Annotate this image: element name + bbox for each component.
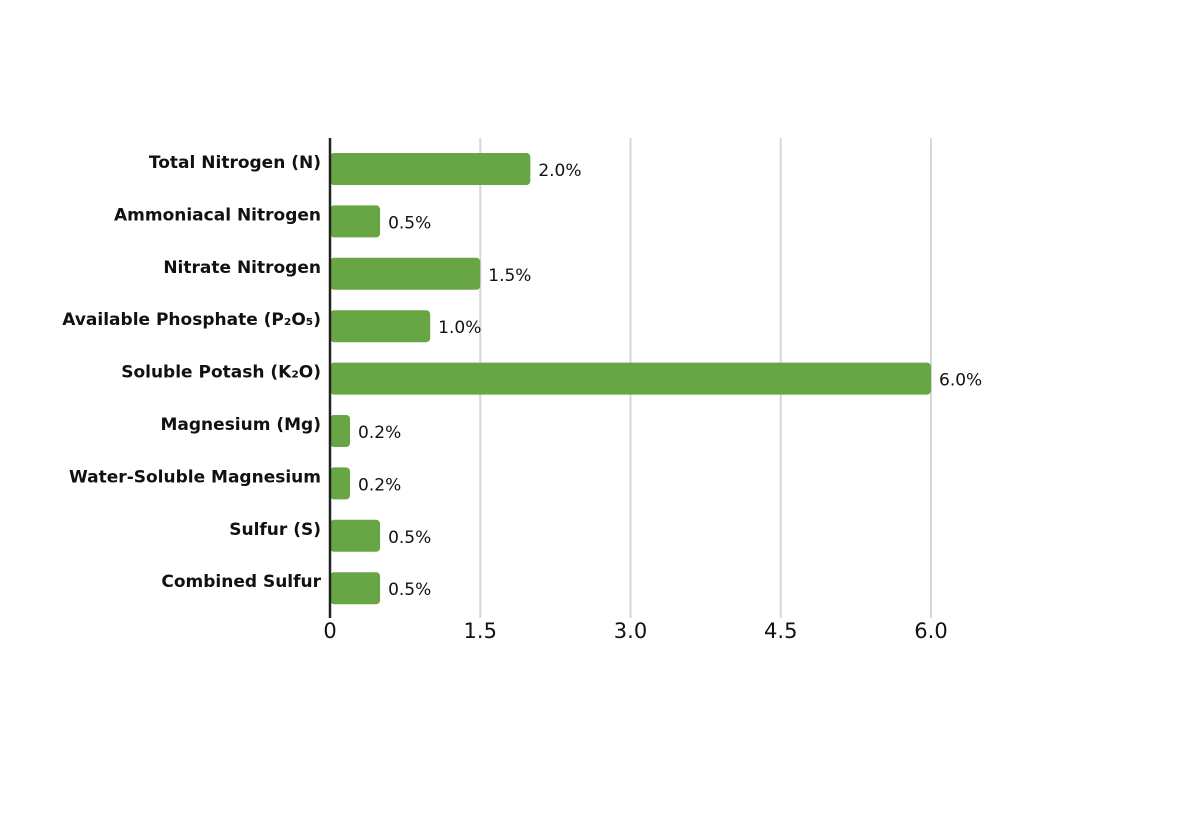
y-tick-label: Water-Soluble Magnesium xyxy=(69,467,321,487)
y-tick-label: Soluble Potash (K₂O) xyxy=(121,363,321,383)
data-label: 0.5% xyxy=(388,213,431,233)
bar xyxy=(330,205,381,238)
bar xyxy=(330,467,351,500)
x-tick-label: 0 xyxy=(323,619,336,643)
y-tick-label: Sulfur (S) xyxy=(229,520,321,540)
y-tick-label: Combined Sulfur xyxy=(161,572,321,592)
bar xyxy=(330,415,351,447)
x-tick-label: 1.5 xyxy=(464,619,497,643)
bar xyxy=(330,572,381,605)
data-label: 2.0% xyxy=(538,161,581,181)
y-tick-label: Nitrate Nitrogen xyxy=(163,258,321,278)
y-tick-label: Ammoniacal Nitrogen xyxy=(114,205,321,225)
data-label: 0.2% xyxy=(358,423,401,443)
data-label: 0.2% xyxy=(358,475,401,495)
data-label: 6.0% xyxy=(939,371,982,391)
data-label: 0.5% xyxy=(388,580,431,600)
bar xyxy=(330,519,381,552)
x-tick-label: 6.0 xyxy=(914,619,947,643)
bar xyxy=(330,310,431,343)
y-tick-label: Available Phosphate (P₂O₅) xyxy=(62,310,321,330)
data-label: 0.5% xyxy=(388,528,431,548)
bar xyxy=(330,362,931,395)
bar xyxy=(330,153,531,185)
data-label: 1.5% xyxy=(488,266,531,286)
bar xyxy=(330,257,481,290)
y-tick-label: Total Nitrogen (N) xyxy=(149,153,321,173)
y-tick-label: Magnesium (Mg) xyxy=(161,415,322,435)
x-tick-label: 3.0 xyxy=(614,619,647,643)
data-label: 1.0% xyxy=(438,318,481,338)
x-tick-label: 4.5 xyxy=(764,619,797,643)
